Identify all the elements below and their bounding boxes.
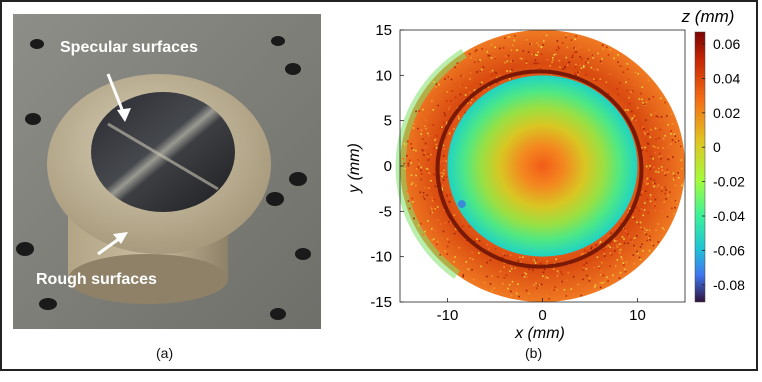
y-tick-label: 15 [375,22,392,39]
figure-frame [0,0,758,371]
colorbar-ticks: 0.06 0.04 0.02 0 -0.02 -0.04 -0.06 -0.08 [702,36,745,293]
y-tick-label: -15 [370,294,392,311]
caption-a: (a) [156,345,174,361]
surface-defect [457,200,466,209]
y-tick-label: -5 [379,203,392,220]
specular-mirror [91,92,235,212]
inner-dome [447,75,638,257]
sample-photo-drawing: Specular surfaces Rough surfaces [13,14,321,329]
y-axis: 15 10 5 0 -5 -10 -15 [370,22,404,311]
colorbar-tick-label: -0.02 [713,174,745,190]
inner-edge-shadow [435,69,644,269]
y-tick-label: -10 [370,249,392,266]
x-tick-label: 10 [629,307,646,324]
x-axis: -10 0 10 [437,298,646,324]
height-map-panel: -10 0 10 15 10 5 0 -5 -10 -15 x (mm) y (mm) 0.06… [340,0,760,377]
y-tick-label: 5 [384,113,392,130]
breadboard-holes [16,36,311,320]
caption-b: (b) [525,345,543,361]
outer-edge-band [395,48,467,279]
colorbar [694,31,706,303]
colorbar-label: z (mm) [681,7,735,26]
y-tick-label: 10 [375,67,392,84]
x-tick-label: -10 [437,307,459,324]
colorbar-tick-label: -0.06 [713,242,745,258]
height-map-surface [395,30,685,302]
colorbar-tick-label: -0.04 [713,208,745,224]
colorbar-tick-label: -0.08 [713,277,745,293]
colorbar-tick-label: 0.02 [713,105,740,121]
y-tick-label: 0 [384,158,392,175]
rough-surfaces-label: Rough surfaces [36,271,157,288]
sample-photo: Specular surfaces Rough surfaces [13,14,321,329]
x-axis-label: x (mm) [514,325,565,342]
colorbar-tick-label: 0.06 [713,36,740,52]
x-tick-label: 0 [538,307,546,324]
height-map-chart: -10 0 10 15 10 5 0 -5 -10 -15 x (mm) y (mm) 0.06… [346,7,745,342]
colorbar-tick-label: 0.04 [713,70,740,86]
y-axis-label: y (mm) [346,143,363,194]
specular-surfaces-label: Specular surfaces [60,39,198,56]
colorbar-tick-label: 0 [713,139,721,155]
